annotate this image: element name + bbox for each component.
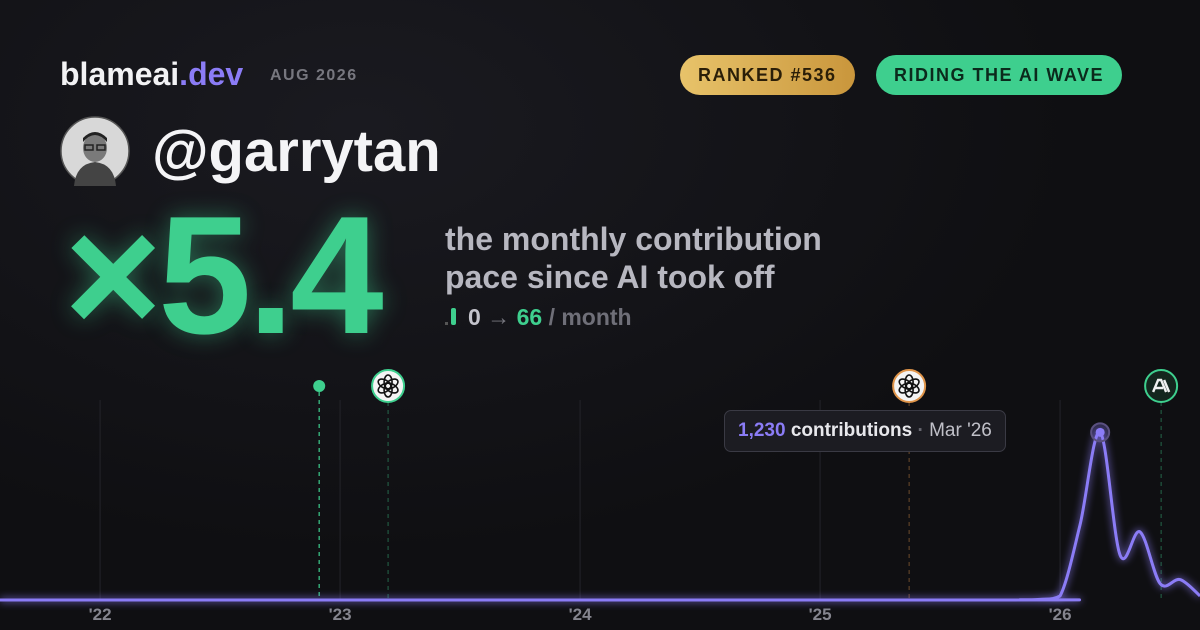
x-tick-label: '24 xyxy=(569,605,592,624)
event-dot xyxy=(313,380,326,392)
tooltip-separator: · xyxy=(917,420,924,441)
avatar xyxy=(60,116,130,186)
bar-icon xyxy=(451,308,456,325)
brand: blameai.dev xyxy=(60,56,243,93)
to-value: 66 xyxy=(516,304,543,330)
brand-name: blameai xyxy=(60,56,180,92)
icon-glyph xyxy=(377,378,392,390)
event-icon xyxy=(892,369,927,403)
caption: the monthly contribution pace since AI to… xyxy=(445,220,822,296)
unit: / month xyxy=(548,304,632,330)
status-badge: RIDING THE AI WAVE xyxy=(876,55,1123,95)
tooltip: 1,230 contributions · Mar '26 xyxy=(724,410,1006,452)
caption-line: pace since AI took off xyxy=(445,259,775,295)
peak-dot xyxy=(1095,427,1105,437)
pace: 0 → 66 / month xyxy=(445,304,632,331)
x-tick-label: '23 xyxy=(329,605,352,624)
icon-bg xyxy=(1144,369,1179,403)
icon-glyph xyxy=(898,378,913,390)
x-tick-label: '25 xyxy=(809,605,832,624)
caption-line: the monthly contribution xyxy=(445,221,822,257)
x-tick-label: '22 xyxy=(89,605,112,624)
tooltip-label: contributions xyxy=(790,420,913,441)
brand-suffix: .dev xyxy=(179,56,244,92)
x-tick-label: '26 xyxy=(1049,605,1072,624)
event-icon xyxy=(1144,369,1179,403)
icon-bg xyxy=(892,369,927,403)
bar-icon xyxy=(445,322,448,325)
multiplier: ×5.4 xyxy=(64,181,384,369)
line-series xyxy=(0,430,1200,602)
rank-badge: RANKED #536 xyxy=(680,55,855,95)
tooltip-value: 1,230 xyxy=(738,420,786,441)
arrow: → xyxy=(487,304,511,330)
from-value: 0 xyxy=(468,304,481,330)
period: AUG 2026 xyxy=(270,67,358,84)
tooltip-date: Mar '26 xyxy=(929,420,992,441)
icon-glyph xyxy=(1152,378,1171,393)
icon-bg xyxy=(371,369,406,403)
event-icon xyxy=(371,369,406,403)
handle: @garrytan xyxy=(152,119,441,184)
